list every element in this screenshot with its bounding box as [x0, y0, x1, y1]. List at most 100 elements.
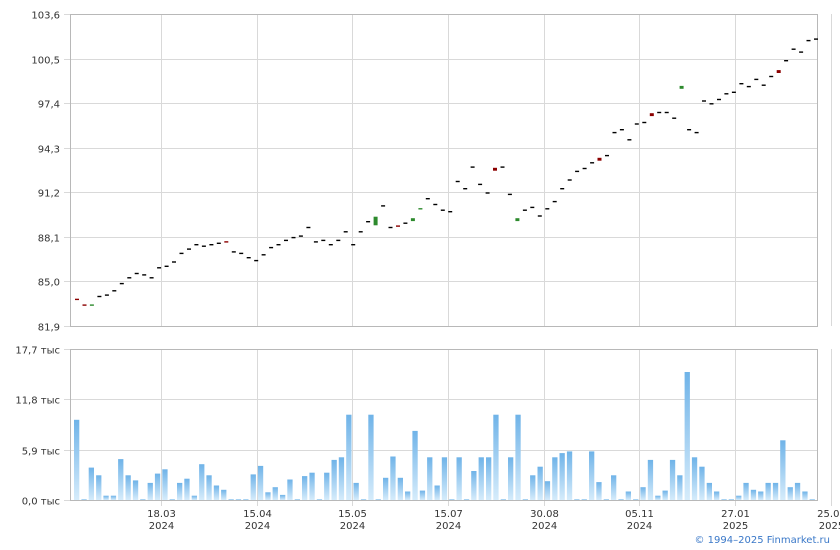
- volume-bar: [81, 499, 87, 500]
- volume-bar: [265, 492, 271, 500]
- volume-bar: [383, 477, 389, 500]
- price-candle: [552, 200, 557, 203]
- price-candle: [739, 83, 744, 85]
- volume-bar: [691, 457, 698, 500]
- copyright-label: © 1994–2025 Finmarket.ru: [694, 535, 830, 546]
- price-candle: [134, 272, 139, 275]
- price-y-tick-label: 100,5: [31, 56, 60, 67]
- volume-bar: [338, 457, 345, 500]
- price-y-tick-label: 88,1: [38, 234, 60, 245]
- volume-bar: [750, 489, 757, 500]
- price-y-tick-label: 91,2: [38, 189, 60, 200]
- price-candle: [672, 117, 677, 119]
- volume-bar: [500, 499, 506, 500]
- price-candle: [642, 121, 647, 124]
- volume-bar: [544, 481, 551, 500]
- volume-bar: [486, 457, 492, 500]
- volume-bar: [280, 494, 286, 500]
- price-candle: [657, 111, 662, 114]
- price-candle: [231, 251, 236, 253]
- volume-bar: [684, 372, 690, 500]
- price-candle: [194, 244, 199, 246]
- price-candle: [381, 205, 386, 207]
- price-candle: [224, 241, 229, 243]
- price-candle: [298, 235, 303, 237]
- volume-bar: [419, 490, 426, 500]
- volume-bar: [118, 459, 124, 500]
- price-candle: [545, 208, 550, 210]
- price-candle: [276, 244, 281, 246]
- price-candle: [470, 166, 475, 168]
- volume-bar: [581, 499, 587, 500]
- volume-bar: [184, 478, 190, 500]
- price-y-axis: 103,6 100,5 97,4 94,3 91,2 88,1 85,0 81,9: [31, 11, 60, 334]
- volume-bar: [154, 473, 161, 500]
- volume-bar: [515, 414, 521, 500]
- price-candle: [97, 295, 102, 298]
- volume-y-axis: 17,7 тыс 11,8 тыс 5,9 тыс 0,0 тыс: [15, 346, 60, 508]
- volume-bar: [655, 495, 661, 500]
- price-y-tick-label: 97,4: [38, 100, 60, 111]
- volume-bar: [758, 491, 764, 500]
- price-candle: [717, 98, 721, 101]
- volume-bar: [736, 495, 742, 500]
- x-tick-date: 15.04: [243, 509, 272, 520]
- price-candle: [448, 211, 453, 213]
- volume-bar: [566, 451, 573, 500]
- price-candle: [239, 252, 244, 255]
- volume-bar: [625, 491, 631, 500]
- x-tick-year: 2024: [627, 521, 652, 532]
- price-candle: [246, 257, 251, 259]
- volume-bar: [88, 467, 94, 500]
- volume-y-tick-label: 5,9 тыс: [22, 447, 60, 458]
- price-candle: [187, 248, 191, 250]
- price-candle: [791, 48, 796, 50]
- volume-bar: [589, 451, 595, 500]
- volume-bar: [316, 499, 323, 500]
- volume-bars: [74, 372, 815, 500]
- price-candle: [313, 241, 318, 243]
- volume-bar: [390, 456, 396, 500]
- volume-bar: [74, 419, 80, 500]
- price-candle: [343, 231, 348, 233]
- price-candle: [440, 209, 445, 211]
- volume-bar: [743, 482, 749, 500]
- price-candle: [724, 93, 729, 95]
- volume-bar: [508, 457, 514, 500]
- price-candle: [530, 206, 535, 209]
- volume-bar: [294, 499, 300, 500]
- volume-bar: [324, 472, 330, 500]
- price-candle: [612, 131, 617, 134]
- price-y-tick-label: 85,0: [38, 278, 60, 289]
- volume-bar: [463, 499, 470, 500]
- price-candle: [806, 39, 811, 42]
- price-candle: [702, 100, 706, 102]
- price-candle: [537, 215, 542, 217]
- volume-bar: [191, 495, 197, 500]
- volume-bar: [199, 464, 205, 500]
- volume-bar: [368, 414, 374, 500]
- price-candle: [366, 221, 371, 223]
- price-candle: [515, 218, 520, 222]
- volume-bar: [728, 499, 734, 500]
- volume-bar: [809, 499, 815, 500]
- price-candles: [75, 38, 818, 306]
- volume-bar: [287, 479, 293, 500]
- volume-bar: [169, 499, 175, 500]
- volume-bar: [574, 499, 580, 500]
- volume-bar: [360, 499, 367, 500]
- price-candle: [321, 239, 326, 242]
- price-candle: [507, 193, 512, 196]
- volume-bar: [346, 414, 352, 500]
- price-candle: [418, 208, 423, 210]
- volume-bar: [802, 491, 808, 500]
- price-candle: [336, 239, 341, 242]
- x-tick-date: 25.02: [817, 509, 840, 520]
- volume-bar: [213, 485, 220, 500]
- volume-bar: [110, 495, 117, 500]
- price-candle: [463, 188, 468, 190]
- volume-bar: [794, 482, 801, 500]
- price-candle: [261, 254, 266, 256]
- price-candle: [799, 51, 804, 53]
